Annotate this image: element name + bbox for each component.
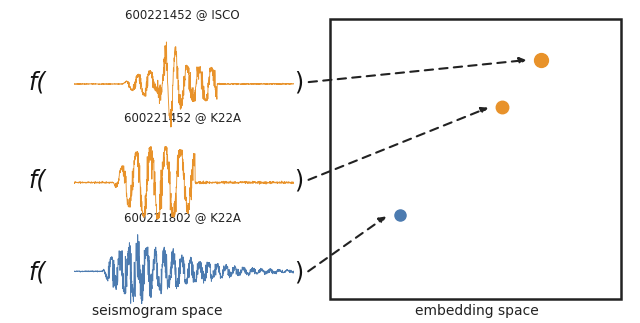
Text: f(: f(: [29, 169, 47, 193]
Text: seismogram space: seismogram space: [92, 304, 222, 318]
Text: 600221452 @ ISCO: 600221452 @ ISCO: [125, 8, 240, 21]
Text: ): ): [294, 261, 303, 285]
Text: embedding space: embedding space: [415, 304, 539, 318]
Text: f(: f(: [29, 261, 47, 285]
Bar: [330, 19, 621, 299]
Text: 600221452 @ K22A: 600221452 @ K22A: [124, 111, 241, 124]
Text: ): ): [294, 70, 303, 94]
Text: f(: f(: [29, 70, 47, 94]
Text: ): ): [294, 169, 303, 193]
Text: 600221802 @ K22A: 600221802 @ K22A: [124, 212, 241, 224]
